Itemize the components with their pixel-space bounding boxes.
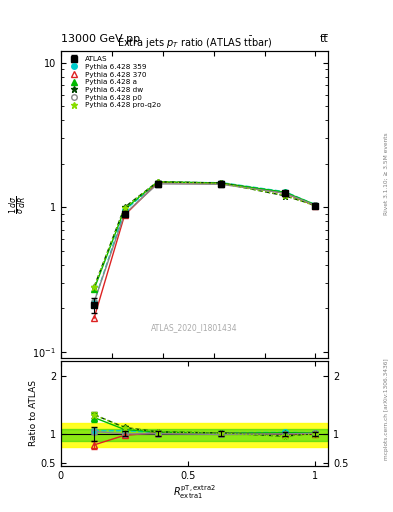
Pythia 6.428 359 (283, 188, 287, 195)
Pythia 6.428 a (283, 189, 287, 195)
Pythia 6.428 p0 (155, 181, 160, 187)
Text: tt̅: tt̅ (320, 33, 328, 44)
Pythia 6.428 p0 (122, 211, 127, 217)
Pythia 6.428 359 (155, 180, 160, 186)
Pythia 6.428 pro-q2o (155, 179, 160, 185)
Pythia 6.428 pro-q2o (283, 192, 287, 198)
Pythia 6.428 dw (219, 180, 224, 186)
Y-axis label: $\frac{1}{\sigma}\frac{d\sigma}{dR}$: $\frac{1}{\sigma}\frac{d\sigma}{dR}$ (8, 196, 29, 214)
Line: Pythia 6.428 dw: Pythia 6.428 dw (90, 178, 319, 291)
Text: Rivet 3.1.10; ≥ 3.5M events: Rivet 3.1.10; ≥ 3.5M events (384, 133, 389, 216)
Pythia 6.428 pro-q2o (219, 180, 224, 186)
Line: Pythia 6.428 p0: Pythia 6.428 p0 (91, 181, 318, 305)
Bar (61, 429, 328, 441)
Line: Pythia 6.428 pro-q2o: Pythia 6.428 pro-q2o (90, 178, 319, 291)
Line: Pythia 6.428 359: Pythia 6.428 359 (91, 180, 318, 305)
Title: Extra jets $p_T$ ratio (ATLAS t$\bar{\rm t}$bar): Extra jets $p_T$ ratio (ATLAS t$\bar{\rm… (117, 35, 272, 51)
Pythia 6.428 p0 (92, 299, 96, 305)
Line: Pythia 6.428 370: Pythia 6.428 370 (91, 180, 318, 321)
Pythia 6.428 a (219, 180, 224, 186)
Pythia 6.428 a (155, 179, 160, 185)
Pythia 6.428 pro-q2o (122, 205, 127, 211)
Pythia 6.428 a (313, 202, 318, 208)
Pythia 6.428 dw (155, 179, 160, 185)
Legend: ATLAS, Pythia 6.428 359, Pythia 6.428 370, Pythia 6.428 a, Pythia 6.428 dw, Pyth: ATLAS, Pythia 6.428 359, Pythia 6.428 37… (64, 55, 162, 110)
Pythia 6.428 dw (92, 284, 96, 290)
Pythia 6.428 370 (122, 212, 127, 218)
Pythia 6.428 370 (283, 190, 287, 196)
Y-axis label: Ratio to ATLAS: Ratio to ATLAS (29, 380, 38, 446)
Pythia 6.428 p0 (219, 181, 224, 187)
Pythia 6.428 359 (122, 207, 127, 214)
Pythia 6.428 p0 (283, 190, 287, 196)
Pythia 6.428 a (122, 206, 127, 212)
Pythia 6.428 pro-q2o (92, 284, 96, 290)
Pythia 6.428 359 (313, 202, 318, 208)
Pythia 6.428 a (92, 286, 96, 292)
Pythia 6.428 dw (283, 193, 287, 199)
Pythia 6.428 359 (92, 299, 96, 305)
Text: mcplots.cern.ch [arXiv:1306.3436]: mcplots.cern.ch [arXiv:1306.3436] (384, 359, 389, 460)
Text: ATLAS_2020_I1801434: ATLAS_2020_I1801434 (151, 323, 238, 332)
Pythia 6.428 370 (92, 315, 96, 322)
Pythia 6.428 370 (313, 203, 318, 209)
Bar (61, 423, 328, 447)
Pythia 6.428 370 (219, 180, 224, 186)
Text: 13000 GeV pp: 13000 GeV pp (61, 33, 140, 44)
Line: Pythia 6.428 a: Pythia 6.428 a (91, 179, 318, 292)
Pythia 6.428 pro-q2o (313, 203, 318, 209)
Pythia 6.428 p0 (313, 202, 318, 208)
Pythia 6.428 359 (219, 180, 224, 186)
Pythia 6.428 370 (155, 180, 160, 186)
X-axis label: $R_{\rm extra1}^{\rm pT,extra2}$: $R_{\rm extra1}^{\rm pT,extra2}$ (173, 483, 216, 501)
Pythia 6.428 dw (313, 202, 318, 208)
Pythia 6.428 dw (122, 204, 127, 210)
